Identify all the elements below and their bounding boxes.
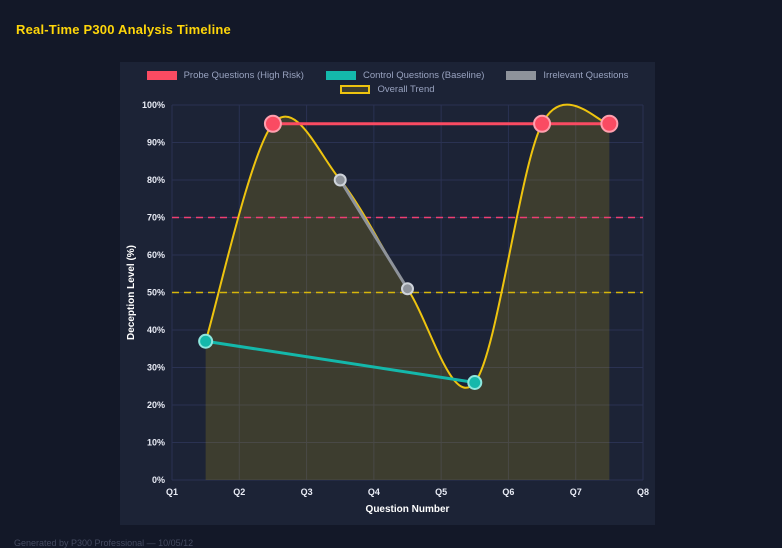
chart-canvas: 0% 10% 20% 30% 40% 50% 60% 70% 80% 90% 100% Q1 Q2 Q3 Q… [126, 100, 649, 515]
y-tick-label: 40% [147, 325, 165, 335]
y-tick-label: 60% [147, 250, 165, 260]
series-line-2 [338, 178, 409, 291]
legend-item[interactable]: Probe Questions (High Risk) [146, 70, 304, 81]
x-tick-label: Q8 [637, 487, 649, 497]
data-point-marker[interactable] [467, 375, 483, 390]
legend-label: Control Questions (Baseline) [362, 70, 485, 81]
x-tick-label: Q7 [570, 487, 582, 497]
legend-swatch [340, 85, 371, 94]
legend-item[interactable]: Irrelevant Questions [506, 70, 628, 81]
x-tick-label: Q2 [233, 487, 245, 497]
y-tick-label: 80% [147, 175, 165, 185]
y-tick-label: 30% [147, 363, 165, 373]
x-tick-label: Q1 [166, 487, 178, 497]
legend-row: Probe Questions (High Risk) Control Quest… [146, 70, 628, 81]
legend-label: Overall Trend [377, 84, 435, 95]
data-point-marker[interactable] [401, 282, 414, 296]
series-line-1 [204, 339, 477, 384]
legend-label: Probe Questions (High Risk) [183, 70, 304, 81]
data-point-marker[interactable] [333, 173, 347, 187]
legend-item[interactable]: Overall Trend [340, 84, 435, 95]
legend-item[interactable]: Control Questions (Baseline) [325, 70, 485, 81]
y-tick-label: 20% [147, 400, 165, 410]
page-title: Real-Time P300 Analysis Timeline [16, 22, 231, 37]
footer-note: Generated by P300 Professional — 10/05/1… [14, 538, 194, 548]
legend-swatch [146, 71, 177, 80]
legend-swatch [506, 71, 537, 80]
x-tick-label: Q3 [301, 487, 313, 497]
legend-swatch [325, 71, 356, 80]
y-tick-label: 10% [147, 438, 165, 448]
chart-legend: Probe Questions (High Risk) Control Quest… [120, 70, 655, 95]
x-axis-title: Question Number [366, 504, 450, 515]
data-point-marker[interactable] [263, 114, 282, 133]
y-tick-label: 90% [147, 138, 165, 148]
legend-row: Overall Trend [340, 84, 435, 95]
x-tick-label: Q6 [502, 487, 514, 497]
y-tick-label: 70% [147, 213, 165, 223]
data-point-marker[interactable] [600, 114, 619, 133]
chart-panel: 0% 10% 20% 30% 40% 50% 60% 70% 80% 90% 100% Q1 Q2 Q3 Q… [120, 62, 655, 525]
y-tick-label: 100% [142, 100, 165, 110]
y-axis-title: Deception Level (%) [126, 245, 137, 340]
legend-label: Irrelevant Questions [543, 70, 629, 81]
y-tick-label: 0% [152, 475, 165, 485]
x-tick-label: Q5 [435, 487, 447, 497]
y-tick-label: 50% [147, 288, 165, 298]
data-point-marker[interactable] [198, 333, 214, 349]
data-point-marker[interactable] [533, 114, 552, 133]
x-tick-label: Q4 [368, 487, 380, 497]
